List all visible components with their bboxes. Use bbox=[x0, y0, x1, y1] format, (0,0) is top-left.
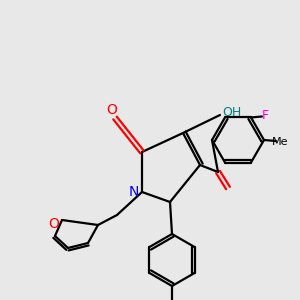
Text: F: F bbox=[261, 109, 268, 122]
Text: N: N bbox=[129, 185, 139, 199]
Text: Me: Me bbox=[272, 137, 288, 147]
Text: O: O bbox=[106, 103, 117, 117]
Text: O: O bbox=[49, 217, 59, 231]
Text: OH: OH bbox=[222, 106, 242, 119]
